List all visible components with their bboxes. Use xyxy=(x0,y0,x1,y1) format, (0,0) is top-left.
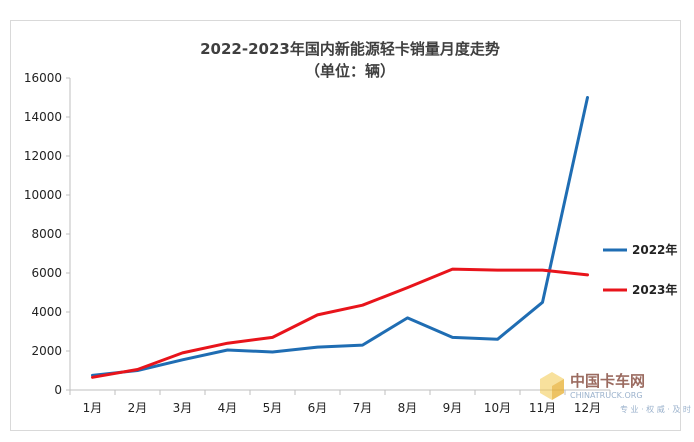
x-tick-label: 4月 xyxy=(218,401,238,415)
chart-title: 2022-2023年国内新能源轻卡销量月度走势 xyxy=(200,40,500,58)
chart-subtitle: （单位：辆） xyxy=(305,62,395,80)
y-tick-label: 4000 xyxy=(31,305,62,319)
legend-label-1: 2022年 xyxy=(632,242,677,257)
y-tick-label: 14000 xyxy=(24,110,62,124)
legend: 2022年 2023年 xyxy=(603,242,677,297)
x-tick-label: 6月 xyxy=(308,401,328,415)
axes: 0 2000 4000 6000 8000 10000 12000 14000 16000 1月 2… xyxy=(24,71,611,415)
watermark-logo: 中国卡车网 CHINATRUCK.ORG 专 业 · 权 威 · 及 时 xyxy=(540,372,691,414)
chart-border xyxy=(10,20,681,431)
x-tick-label: 5月 xyxy=(263,401,283,415)
x-tick-label: 12月 xyxy=(574,401,601,415)
y-tick-label: 2000 xyxy=(31,344,62,358)
x-tick-label: 1月 xyxy=(83,401,103,415)
y-tick-label: 8000 xyxy=(31,227,62,241)
series-line-2 xyxy=(91,267,589,379)
x-tick-label: 8月 xyxy=(398,401,418,415)
series-layer xyxy=(91,96,589,379)
y-tick-label: 16000 xyxy=(24,71,62,85)
y-tick-label: 12000 xyxy=(24,149,62,163)
x-tick-label: 2月 xyxy=(128,401,148,415)
legend-label-2: 2023年 xyxy=(632,282,677,297)
watermark-tagline: 专 业 · 权 威 · 及 时 xyxy=(620,404,691,414)
y-tick-label: 10000 xyxy=(24,188,62,202)
watermark-cube-icon xyxy=(540,372,564,400)
x-tick-label: 7月 xyxy=(353,401,373,415)
x-tick-label: 9月 xyxy=(443,401,463,415)
y-tick-label: 0 xyxy=(54,383,62,397)
x-tick-label: 3月 xyxy=(173,401,193,415)
y-tick-label: 6000 xyxy=(31,266,62,280)
watermark-url: CHINATRUCK.ORG xyxy=(570,391,643,400)
series-line-1 xyxy=(91,96,589,377)
watermark-name: 中国卡车网 xyxy=(570,372,645,390)
x-tick-label: 10月 xyxy=(484,401,511,415)
x-tick-label: 11月 xyxy=(529,401,556,415)
